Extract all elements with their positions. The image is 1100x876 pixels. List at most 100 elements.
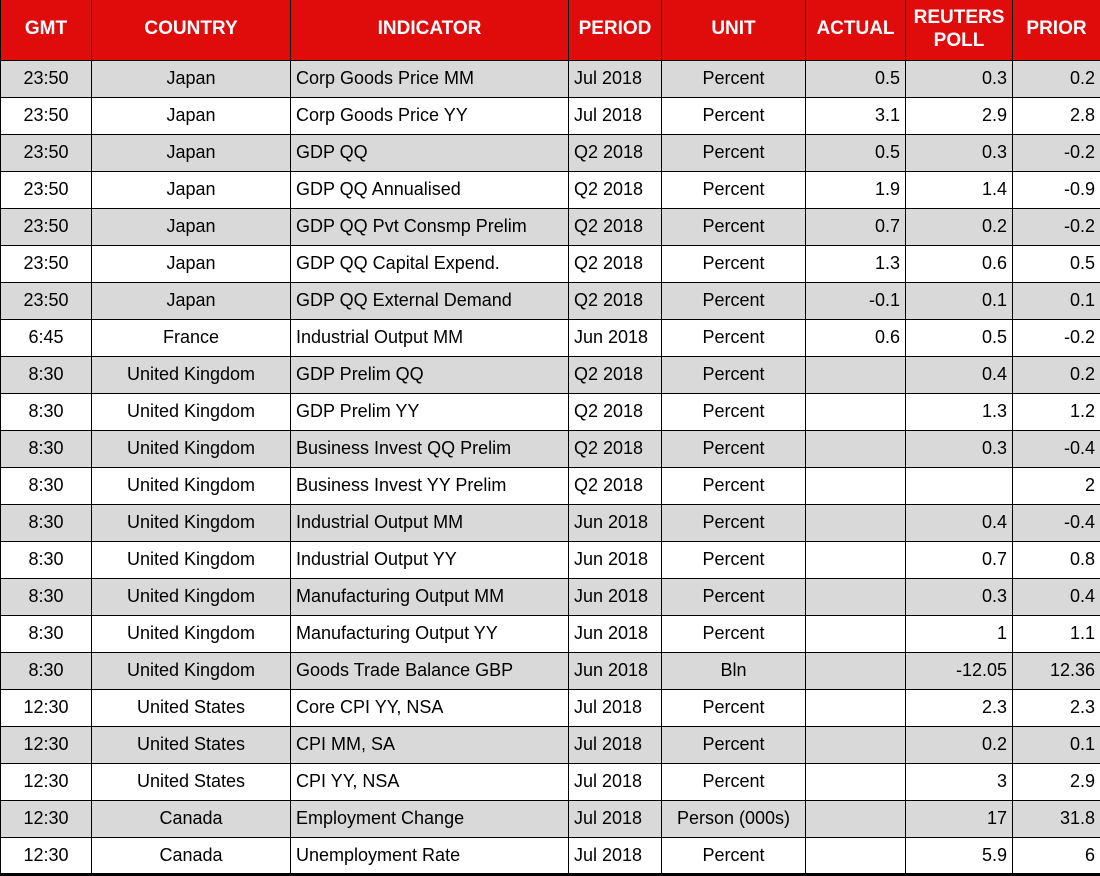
cell-indicator: Core CPI YY, NSA — [290, 688, 569, 727]
cell-indicator: Corp Goods Price MM — [290, 59, 569, 98]
cell-unit: Percent — [661, 170, 806, 209]
table-row: 8:30 United Kingdom GDP Prelim YY Q2 2018 Pe… — [0, 392, 1100, 431]
cell-unit: Bln — [661, 651, 806, 690]
cell-unit: Percent — [661, 540, 806, 579]
cell-indicator: Manufacturing Output YY — [290, 614, 569, 653]
cell-gmt: 8:30 — [0, 392, 92, 431]
cell-period: Jul 2018 — [568, 59, 662, 98]
cell-prior: 6 — [1012, 836, 1100, 876]
col-header-country: COUNTRY — [91, 0, 291, 61]
col-header-indicator: INDICATOR — [290, 0, 569, 61]
header-row: GMT COUNTRY INDICATOR PERIOD UNIT ACTUAL… — [0, 0, 1100, 61]
cell-reuters-poll: 2.9 — [905, 96, 1013, 135]
cell-unit: Percent — [661, 429, 806, 468]
cell-reuters-poll — [905, 466, 1013, 505]
cell-unit: Percent — [661, 207, 806, 246]
cell-period: Q2 2018 — [568, 466, 662, 505]
cell-unit: Percent — [661, 59, 806, 98]
cell-reuters-poll: 5.9 — [905, 836, 1013, 876]
table-row: 12:30 United States CPI MM, SA Jul 2018 Perc… — [0, 725, 1100, 764]
cell-prior: 0.5 — [1012, 244, 1100, 283]
cell-actual — [805, 577, 906, 616]
cell-indicator: GDP QQ Annualised — [290, 170, 569, 209]
cell-actual — [805, 799, 906, 838]
cell-country: Japan — [91, 96, 291, 135]
cell-reuters-poll: -12.05 — [905, 651, 1013, 690]
cell-reuters-poll: 0.6 — [905, 244, 1013, 283]
cell-country: Canada — [91, 799, 291, 838]
cell-indicator: Industrial Output MM — [290, 503, 569, 542]
cell-reuters-poll: 0.2 — [905, 725, 1013, 764]
cell-period: Jun 2018 — [568, 503, 662, 542]
cell-actual: 1.9 — [805, 170, 906, 209]
cell-period: Jun 2018 — [568, 540, 662, 579]
cell-actual — [805, 429, 906, 468]
table-row: 23:50 Japan GDP QQ Annualised Q2 2018 Percen… — [0, 170, 1100, 209]
cell-indicator: Corp Goods Price YY — [290, 96, 569, 135]
cell-actual: 1.3 — [805, 244, 906, 283]
cell-unit: Percent — [661, 392, 806, 431]
cell-gmt: 23:50 — [0, 170, 92, 209]
cell-prior: 0.1 — [1012, 725, 1100, 764]
col-header-reuters-poll: REUTERS POLL — [905, 0, 1013, 61]
cell-gmt: 8:30 — [0, 651, 92, 690]
cell-gmt: 8:30 — [0, 540, 92, 579]
col-header-period: PERIOD — [568, 0, 662, 61]
cell-actual: 0.6 — [805, 318, 906, 357]
cell-gmt: 8:30 — [0, 429, 92, 468]
col-header-prior: PRIOR — [1012, 0, 1100, 61]
cell-actual — [805, 688, 906, 727]
cell-gmt: 8:30 — [0, 577, 92, 616]
table-body: 23:50 Japan Corp Goods Price MM Jul 2018 Per… — [0, 59, 1100, 876]
cell-indicator: Industrial Output MM — [290, 318, 569, 357]
table-row: 12:30 United States CPI YY, NSA Jul 2018 Per… — [0, 762, 1100, 801]
cell-gmt: 23:50 — [0, 244, 92, 283]
table-row: 23:50 Japan GDP QQ Capital Expend. Q2 2018 P… — [0, 244, 1100, 283]
cell-period: Q2 2018 — [568, 281, 662, 320]
table-row: 8:30 United Kingdom Industrial Output YY Ju… — [0, 540, 1100, 579]
cell-country: Japan — [91, 281, 291, 320]
cell-gmt: 23:50 — [0, 207, 92, 246]
cell-period: Jul 2018 — [568, 762, 662, 801]
cell-period: Jul 2018 — [568, 725, 662, 764]
cell-period: Jun 2018 — [568, 577, 662, 616]
cell-unit: Person (000s) — [661, 799, 806, 838]
cell-actual: 0.7 — [805, 207, 906, 246]
col-header-gmt: GMT — [0, 0, 92, 61]
cell-gmt: 23:50 — [0, 281, 92, 320]
cell-reuters-poll: 0.3 — [905, 577, 1013, 616]
cell-indicator: Unemployment Rate — [290, 836, 569, 876]
cell-prior: 31.8 — [1012, 799, 1100, 838]
cell-period: Jun 2018 — [568, 651, 662, 690]
table-row: 23:50 Japan Corp Goods Price YY Jul 2018 Per… — [0, 96, 1100, 135]
cell-prior: 2.9 — [1012, 762, 1100, 801]
cell-country: Japan — [91, 133, 291, 172]
cell-prior: 2.8 — [1012, 96, 1100, 135]
cell-prior: 1.1 — [1012, 614, 1100, 653]
cell-gmt: 12:30 — [0, 688, 92, 727]
table-row: 23:50 Japan GDP QQ Q2 2018 Percent 0.5 0.3 -0.2 — [0, 133, 1100, 172]
cell-period: Q2 2018 — [568, 207, 662, 246]
cell-indicator: Goods Trade Balance GBP — [290, 651, 569, 690]
cell-unit: Percent — [661, 96, 806, 135]
cell-unit: Percent — [661, 725, 806, 764]
cell-indicator: CPI MM, SA — [290, 725, 569, 764]
cell-actual — [805, 762, 906, 801]
cell-prior: -0.4 — [1012, 503, 1100, 542]
cell-indicator: GDP Prelim YY — [290, 392, 569, 431]
cell-indicator: Industrial Output YY — [290, 540, 569, 579]
cell-unit: Percent — [661, 355, 806, 394]
cell-indicator: GDP QQ Pvt Consmp Prelim — [290, 207, 569, 246]
cell-prior: -0.4 — [1012, 429, 1100, 468]
cell-reuters-poll: 0.4 — [905, 503, 1013, 542]
cell-prior: 0.8 — [1012, 540, 1100, 579]
cell-indicator: Business Invest YY Prelim — [290, 466, 569, 505]
cell-indicator: Manufacturing Output MM — [290, 577, 569, 616]
cell-unit: Percent — [661, 503, 806, 542]
cell-unit: Percent — [661, 281, 806, 320]
cell-country: United Kingdom — [91, 392, 291, 431]
cell-country: United States — [91, 688, 291, 727]
cell-gmt: 8:30 — [0, 503, 92, 542]
